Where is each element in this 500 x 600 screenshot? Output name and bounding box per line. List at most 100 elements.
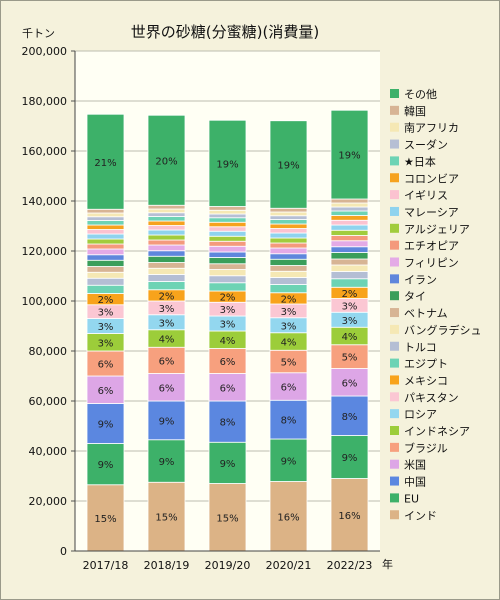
bar-data-label: 4%: [342, 332, 358, 343]
plot-area: 0 20,000 40,000 60,000 80,000 100,000 120,000 1…: [22, 45, 380, 572]
legend-swatch: [390, 122, 399, 132]
bar-segment: [208, 240, 247, 247]
bar-segment: [86, 113, 125, 210]
y-tick-label: 20,000: [29, 495, 68, 508]
bar-segment: [330, 278, 369, 288]
bar-segment: [330, 109, 369, 200]
y-tick-label: 160,000: [22, 145, 68, 158]
bar-segment: [269, 372, 308, 401]
legend-label: コロンビア: [404, 172, 459, 185]
bar-data-label: 2%: [98, 295, 114, 306]
bar-segment: [330, 202, 369, 208]
bar-segment: [208, 269, 247, 277]
bar-data-label: 5%: [342, 353, 358, 364]
bar-data-label: 15%: [94, 514, 116, 525]
bar-segment: [208, 221, 247, 228]
bar-data-label: 2%: [220, 293, 236, 304]
bar-segment: [86, 254, 125, 261]
bar-data-label: 19%: [216, 159, 238, 170]
bar-data-label: 9%: [220, 459, 236, 470]
bar-segment: [147, 346, 186, 374]
legend-swatch: [390, 139, 399, 149]
legend-label: ロシア: [404, 408, 437, 421]
bar-data-label: 3%: [342, 316, 358, 327]
bar-data-label: 9%: [98, 460, 114, 471]
bar-segment: [86, 233, 125, 240]
bar-segment: [269, 232, 308, 239]
bar-segment: [147, 250, 186, 257]
bar-data-label: 6%: [98, 360, 114, 371]
bar-segment: [208, 257, 247, 265]
legend-label: 中国: [404, 476, 426, 489]
y-axis-unit: 千トン: [22, 27, 55, 40]
bar-data-label: 19%: [277, 161, 299, 172]
bar-segment: [86, 243, 125, 250]
x-tick-label: 2022/23: [327, 559, 373, 572]
bar-segment: [330, 271, 369, 280]
bar-segment: [86, 443, 125, 486]
legend-swatch: [390, 324, 399, 334]
legend-swatch: [390, 392, 399, 402]
legend-label: エチオピア: [404, 240, 459, 253]
legend-swatch: [390, 459, 399, 469]
bar-segment: [208, 263, 247, 270]
bar-segment: [269, 399, 308, 440]
bar-segment: [269, 284, 308, 294]
legend-swatch: [390, 510, 399, 520]
bar-data-label: 19%: [338, 151, 360, 162]
bar-data-label: 3%: [281, 307, 297, 318]
bar-data-label: 6%: [159, 383, 175, 394]
bar-segment: [269, 228, 308, 234]
bar-segment: [147, 274, 186, 282]
legend-label: 米国: [404, 459, 426, 472]
legend-swatch: [390, 341, 399, 351]
bar-segment: [147, 212, 186, 217]
bar-segment: [269, 237, 308, 244]
legend-label: 韓国: [404, 105, 426, 118]
bar-segment: [269, 270, 308, 278]
bar-segment: [269, 277, 308, 285]
bar-segment: [330, 198, 369, 204]
bar-segment: [147, 244, 186, 252]
bar-data-label: 4%: [220, 336, 236, 347]
bar-segment: [147, 281, 186, 291]
bar-segment: [208, 119, 247, 207]
legend-label: バングラデシュ: [404, 323, 482, 337]
legend-label: マレーシア: [404, 206, 459, 219]
y-tick-label: 120,000: [22, 245, 68, 258]
bar-segment: [269, 438, 308, 482]
legend-label: トルコ: [404, 341, 437, 354]
bar-segment: [147, 204, 186, 210]
y-tick-label: 100,000: [22, 295, 68, 308]
bar-segment: [330, 224, 369, 231]
bar-segment: [147, 373, 186, 402]
bar-segment: [330, 229, 369, 236]
bar-data-label: 6%: [220, 357, 236, 368]
bar-data-label: 6%: [98, 386, 114, 397]
legend-label: エジプト: [404, 358, 448, 371]
bar-segment: [269, 223, 308, 229]
legend-label: その他: [404, 88, 437, 101]
bar-segment: [86, 220, 125, 226]
legend-swatch: [390, 240, 399, 250]
legend-swatch: [390, 493, 399, 503]
bar-data-label: 3%: [159, 304, 175, 315]
bar-segment: [330, 246, 369, 253]
y-tick-label: 200,000: [22, 45, 68, 58]
bar-segment: [269, 211, 308, 217]
bar-segment: [330, 252, 369, 260]
bar-segment: [208, 213, 247, 219]
y-tick-label: 40,000: [29, 445, 68, 458]
bar-segment: [147, 220, 186, 226]
bar-segment: [208, 230, 247, 237]
bar-data-label: 3%: [342, 301, 358, 312]
x-tick-label: 2020/21: [266, 559, 312, 572]
bar-segment: [208, 483, 247, 552]
legend-swatch: [390, 274, 399, 284]
bar-data-label: 8%: [281, 416, 297, 427]
bar-segment: [208, 226, 247, 232]
x-tick-label: 2018/19: [144, 559, 190, 572]
